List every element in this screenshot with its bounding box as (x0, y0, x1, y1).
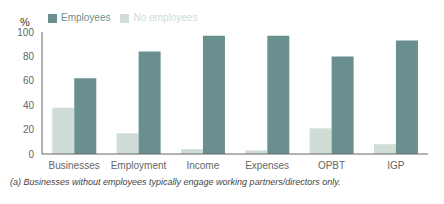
svg-text:OPBT: OPBT (318, 160, 345, 171)
svg-text:80: 80 (23, 51, 35, 62)
svg-text:Expenses: Expenses (245, 160, 289, 171)
html-text:(a) Businesses without employe: (a) Businesses without employees typical… (10, 177, 341, 187)
svg-text:20: 20 (23, 124, 35, 135)
svg-text:IGP: IGP (387, 160, 405, 171)
svg-text:0: 0 (28, 149, 34, 160)
svg-text:100: 100 (17, 27, 34, 38)
svg-text:Businesses: Businesses (49, 160, 100, 171)
svg-text:60: 60 (23, 75, 35, 86)
html-text:No employees: No employees (133, 12, 198, 23)
svg-text:Employment: Employment (111, 160, 167, 171)
svg-text:Income: Income (186, 160, 219, 171)
html-text:Employees: Employees (61, 12, 111, 23)
svg-text:40: 40 (23, 100, 35, 111)
svg-text:%: % (20, 16, 30, 28)
